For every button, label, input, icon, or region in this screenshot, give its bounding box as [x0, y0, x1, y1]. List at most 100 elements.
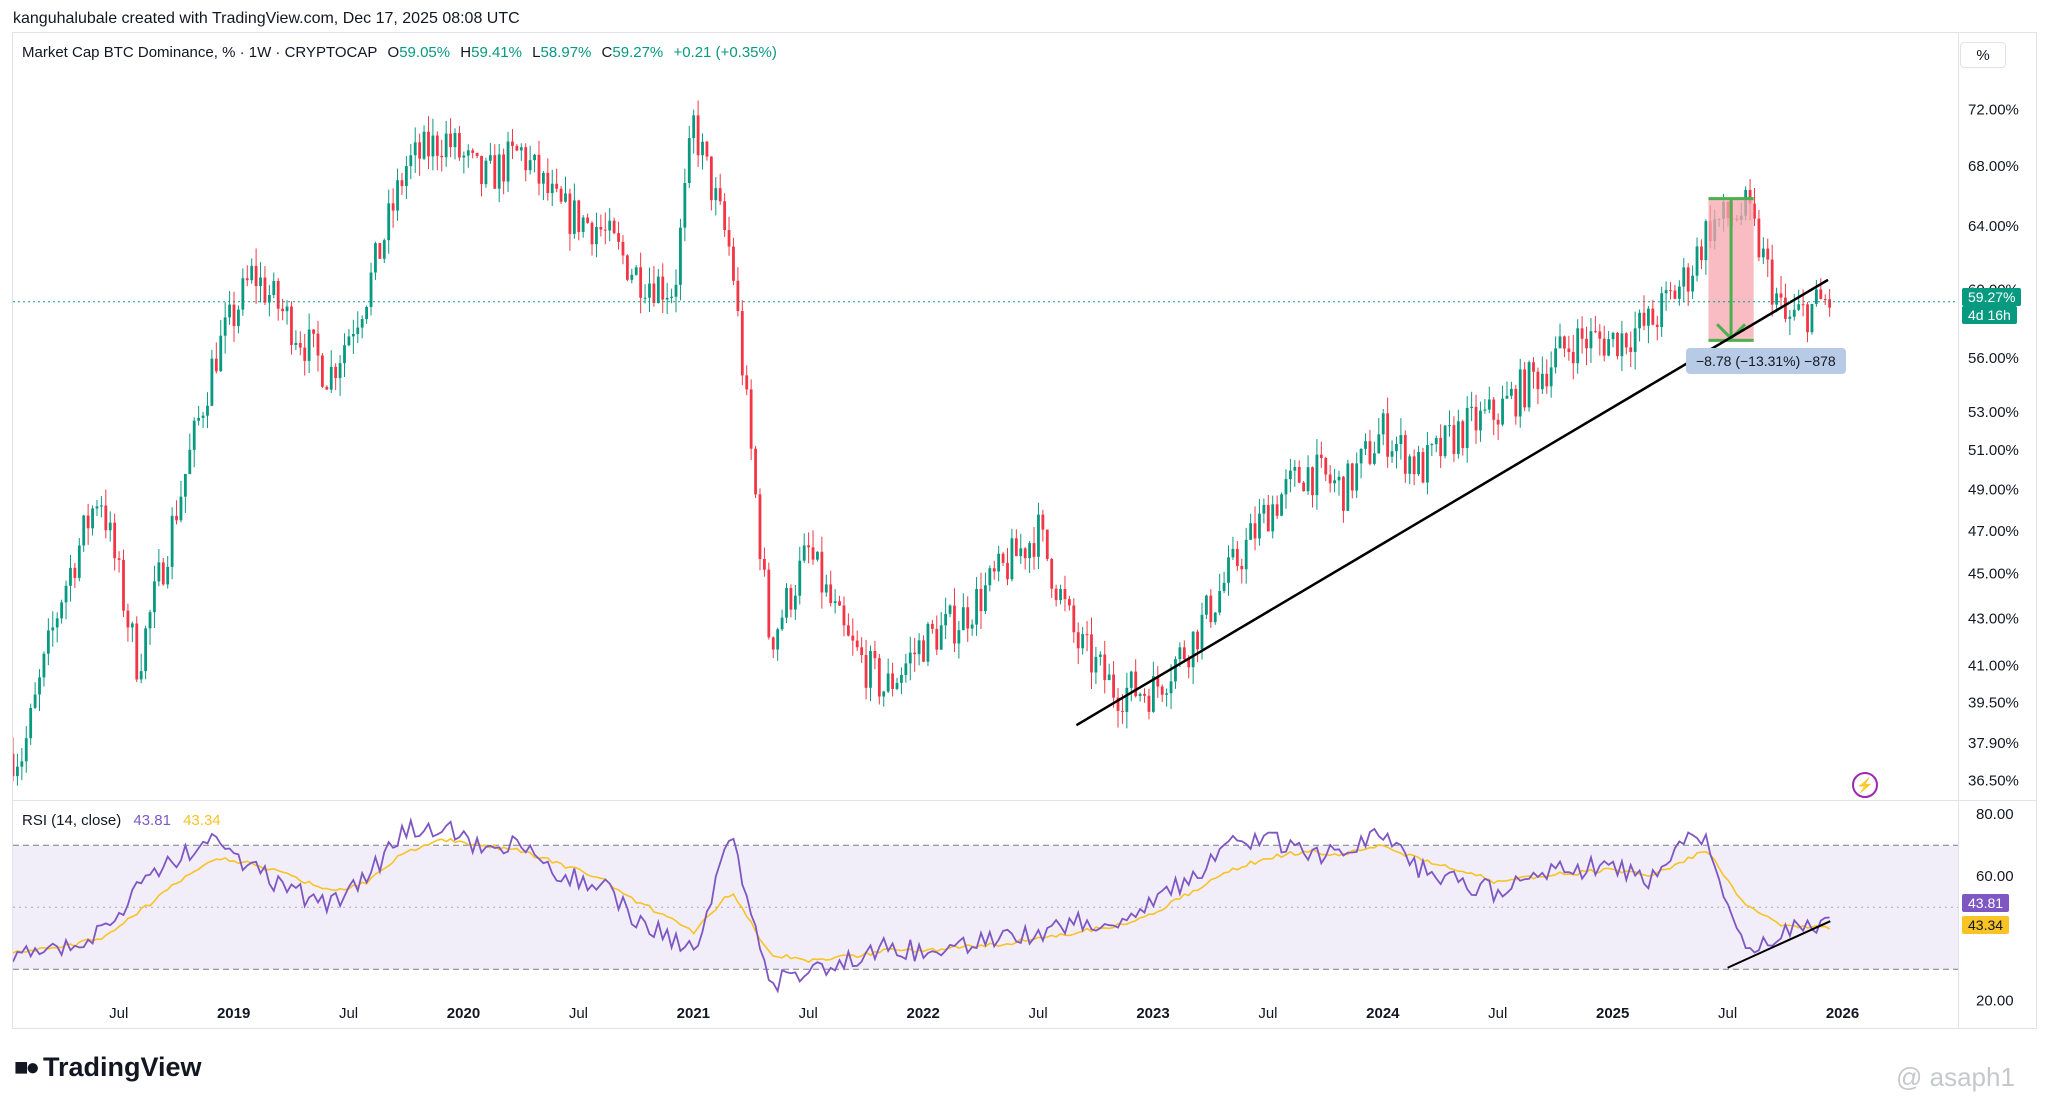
candle-body — [970, 624, 974, 629]
candle-body — [771, 637, 775, 650]
symbol-title[interactable]: Market Cap BTC Dominance, % · 1W · CRYPT… — [22, 44, 378, 61]
candle-body — [497, 154, 501, 189]
candle-body — [1474, 406, 1478, 431]
measure-label: −8.78 (−13.31%) −878 — [1686, 348, 1846, 374]
candle-body — [1434, 437, 1438, 445]
price-tick-label: 72.00% — [1968, 102, 2019, 119]
candle-body — [1487, 399, 1491, 410]
unit-toggle-button[interactable]: % — [1960, 42, 2006, 68]
candle-body — [493, 155, 497, 189]
candle-body — [1792, 309, 1796, 317]
trendline-main[interactable] — [1075, 278, 1829, 727]
candle-body — [1536, 371, 1540, 390]
candle-body — [1470, 406, 1474, 408]
candle-body — [1054, 588, 1058, 601]
candle-body — [391, 203, 395, 211]
close-label: C — [601, 44, 613, 61]
candle-body — [1801, 304, 1805, 306]
candle-body — [1704, 221, 1708, 261]
candle-body — [546, 172, 550, 194]
candle-body — [1302, 482, 1306, 492]
rsi-title[interactable]: RSI (14, close) — [22, 812, 122, 829]
candle-body — [201, 415, 205, 418]
candle-body — [1408, 456, 1412, 474]
time-axis[interactable]: Jul 2019 Jul 2020 Jul 2021 Jul 2022 Jul 2023 Jul 20… — [109, 1005, 1859, 1022]
candle-body — [1585, 338, 1588, 349]
candle-body — [1328, 474, 1332, 484]
candle-body — [259, 277, 262, 287]
candle-body — [1465, 407, 1469, 448]
candle-body — [86, 515, 90, 529]
candle-body — [1695, 246, 1699, 276]
candle-body — [1169, 681, 1173, 694]
candle-body — [621, 241, 625, 256]
measure-tool[interactable] — [1708, 197, 1754, 342]
tradingview-logo[interactable]: ■● TradingView — [14, 1052, 202, 1083]
candle-body — [679, 227, 682, 285]
candle-body — [789, 587, 793, 610]
candle-body — [935, 628, 939, 650]
candle-body — [1355, 463, 1359, 491]
candle-body — [1045, 529, 1049, 559]
candle-body — [1231, 548, 1235, 558]
candle-body — [599, 226, 603, 230]
candle-body — [1788, 316, 1792, 319]
candle-body — [462, 155, 466, 158]
candle-body — [449, 133, 452, 148]
candle-body — [1249, 523, 1253, 540]
candle-body — [670, 296, 673, 298]
candle-body — [1151, 676, 1155, 712]
candle-body — [95, 506, 99, 509]
candle-body — [515, 145, 519, 151]
candle-body — [793, 595, 797, 610]
price-tick-label: 51.00% — [1968, 442, 2019, 459]
candle-body — [250, 265, 254, 281]
candle-body — [683, 183, 687, 228]
candle-body — [564, 193, 567, 202]
candle-body — [321, 355, 324, 387]
candle-body — [1417, 452, 1420, 475]
candle-body — [904, 663, 908, 675]
candle-body — [144, 628, 148, 672]
candle-body — [1218, 590, 1222, 613]
candle-body — [586, 217, 590, 223]
candle-body — [1284, 479, 1288, 495]
lightning-icon[interactable]: ⚡ — [1852, 772, 1878, 798]
candle-body — [846, 625, 850, 636]
candle-body — [210, 358, 214, 406]
candle-body — [1293, 466, 1297, 471]
candle-body — [113, 522, 117, 559]
candle-body — [1651, 308, 1655, 325]
price-axis[interactable]: 72.00%68.00%64.00%60.00%56.00%53.00%51.0… — [1968, 102, 2019, 790]
candle-body — [1227, 557, 1230, 583]
candle-body — [1784, 297, 1787, 319]
candle-body — [891, 673, 894, 689]
rsi-axis[interactable]: 80.00 60.00 20.00 — [1976, 806, 2014, 1009]
candle-body — [413, 142, 417, 156]
candle-body — [1129, 671, 1133, 688]
candle-body — [347, 336, 351, 346]
candle-body — [334, 366, 338, 378]
time-tick-label: 2021 — [677, 1005, 710, 1022]
candle-body — [409, 155, 413, 167]
candle-body — [1540, 373, 1544, 390]
candle-body — [1041, 514, 1045, 530]
ohlc-legend: Market Cap BTC Dominance, % · 1W · CRYPT… — [22, 44, 783, 61]
candle-body — [1134, 671, 1138, 697]
candle-body — [382, 240, 386, 259]
candle-body — [1280, 494, 1283, 516]
candle-body — [431, 135, 435, 157]
candle-body — [767, 569, 771, 638]
candle-body — [873, 650, 877, 659]
candle-body — [1629, 347, 1633, 352]
candle-body — [1381, 413, 1385, 435]
candle-body — [608, 220, 612, 231]
candle-body — [692, 115, 696, 139]
candle-body — [1311, 467, 1314, 496]
trendline-rsi[interactable] — [1727, 920, 1831, 969]
candle-body — [1527, 362, 1531, 408]
candle-body — [581, 217, 585, 232]
time-tick-label: Jul — [109, 1005, 128, 1022]
candle-body — [148, 612, 152, 629]
